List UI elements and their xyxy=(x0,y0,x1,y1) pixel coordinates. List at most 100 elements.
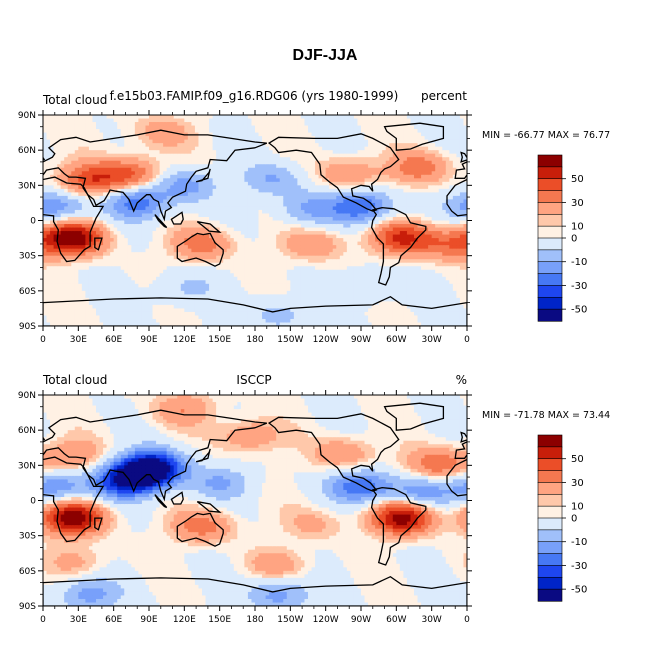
heatmap-cell xyxy=(233,192,238,197)
heatmap-cell xyxy=(322,304,327,309)
heatmap-cell xyxy=(57,181,62,186)
heatmap-cell xyxy=(81,234,86,239)
heatmap-cell xyxy=(297,167,302,172)
heatmap-cell xyxy=(276,322,281,326)
heatmap-cell xyxy=(311,266,316,271)
heatmap-cell xyxy=(166,167,171,172)
heatmap-cell xyxy=(293,262,298,267)
heatmap-cell xyxy=(67,245,72,250)
heatmap-cell xyxy=(198,266,203,271)
heatmap-cell xyxy=(297,129,302,134)
heatmap-cell xyxy=(290,297,295,302)
heatmap-cell xyxy=(177,129,182,134)
heatmap-cell xyxy=(325,129,330,134)
heatmap-cell xyxy=(322,115,327,120)
heatmap-cell xyxy=(67,252,72,257)
heatmap-cell xyxy=(240,160,245,165)
heatmap-cell xyxy=(286,308,291,313)
heatmap-cell xyxy=(304,216,309,221)
heatmap-cell xyxy=(325,259,330,264)
heatmap-cell xyxy=(92,213,97,218)
heatmap-cell xyxy=(156,231,161,236)
heatmap-cell xyxy=(230,224,235,229)
heatmap-cell xyxy=(88,238,93,243)
heatmap-cell xyxy=(322,181,327,186)
heatmap-cell xyxy=(85,178,90,183)
heatmap-cell xyxy=(85,206,90,211)
heatmap-cell xyxy=(240,195,245,200)
heatmap-cell xyxy=(180,171,185,176)
heatmap-cell xyxy=(152,174,157,179)
heatmap-cell xyxy=(149,220,154,225)
heatmap-cell xyxy=(258,273,263,278)
heatmap-cell xyxy=(170,290,175,295)
heatmap-cell xyxy=(43,234,48,239)
heatmap-cell xyxy=(300,195,305,200)
heatmap-cell xyxy=(262,118,267,123)
heatmap-cell xyxy=(106,146,111,151)
heatmap-cell xyxy=(103,118,108,123)
heatmap-cell xyxy=(212,185,217,190)
heatmap-cell xyxy=(117,118,122,123)
heatmap-cell xyxy=(226,181,231,186)
heatmap-cell xyxy=(156,280,161,285)
heatmap-cell xyxy=(194,297,199,302)
heatmap-cell xyxy=(255,171,260,176)
heatmap-cell xyxy=(212,153,217,158)
heatmap-cell xyxy=(103,238,108,243)
heatmap-cell xyxy=(78,245,83,250)
heatmap-cell xyxy=(152,308,157,313)
heatmap-cell xyxy=(99,266,104,271)
heatmap-cell xyxy=(237,294,242,299)
heatmap-cell xyxy=(230,157,235,162)
heatmap-cell xyxy=(170,122,175,127)
heatmap-cell xyxy=(283,125,288,130)
heatmap-cell xyxy=(308,262,313,267)
heatmap-cell xyxy=(233,122,238,127)
heatmap-cell xyxy=(187,297,192,302)
heatmap-cell xyxy=(226,115,231,120)
heatmap-cell xyxy=(156,234,161,239)
heatmap-cell xyxy=(57,301,62,306)
heatmap-cell xyxy=(318,241,323,246)
heatmap-cell xyxy=(244,234,249,239)
heatmap-cell xyxy=(226,308,231,313)
heatmap-cell xyxy=(173,143,178,148)
heatmap-cell xyxy=(293,150,298,155)
heatmap-cell xyxy=(134,290,139,295)
heatmap-cell xyxy=(255,216,260,221)
heatmap-cell xyxy=(127,167,132,172)
heatmap-cell xyxy=(230,262,235,267)
heatmap-cell xyxy=(67,122,72,127)
heatmap-cell xyxy=(134,241,139,246)
heatmap-cell xyxy=(251,245,256,250)
heatmap-cell xyxy=(170,301,175,306)
heatmap-cell xyxy=(85,157,90,162)
heatmap-cell xyxy=(265,262,270,267)
heatmap-cell xyxy=(233,248,238,253)
heatmap-cell xyxy=(88,185,93,190)
heatmap-cell xyxy=(78,234,83,239)
heatmap-cell xyxy=(258,125,263,130)
heatmap-cell xyxy=(103,280,108,285)
heatmap-cell xyxy=(96,118,101,123)
heatmap-cell xyxy=(286,206,291,211)
heatmap-cell xyxy=(92,202,97,207)
heatmap-cell xyxy=(318,287,323,292)
heatmap-cell xyxy=(293,206,298,211)
heatmap-cell xyxy=(145,276,150,281)
heatmap-cell xyxy=(212,118,217,123)
heatmap-cell xyxy=(311,248,316,253)
heatmap-cell xyxy=(60,192,65,197)
heatmap-cell xyxy=(247,224,252,229)
heatmap-cell xyxy=(286,301,291,306)
heatmap-cell xyxy=(159,136,164,141)
heatmap-cell xyxy=(262,220,267,225)
heatmap-cell xyxy=(170,164,175,169)
heatmap-cell xyxy=(85,273,90,278)
heatmap-cell xyxy=(124,146,129,151)
heatmap-cell xyxy=(332,311,337,316)
heatmap-cell xyxy=(46,241,51,246)
heatmap-cell xyxy=(205,238,210,243)
heatmap-cell xyxy=(300,157,305,162)
